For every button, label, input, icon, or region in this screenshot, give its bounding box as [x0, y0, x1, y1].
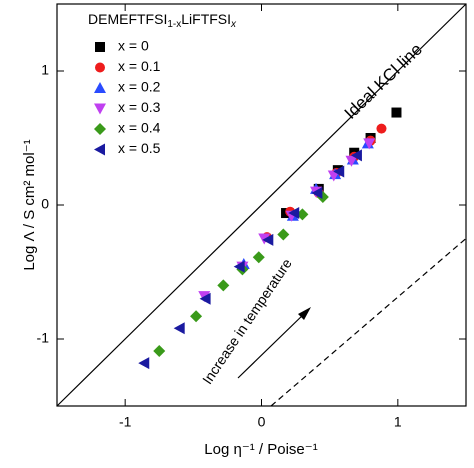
legend-title: DEMEFTFSI1-xLiFTFSIx: [88, 11, 237, 30]
y-axis-label: Log Λ / S cm² mol⁻¹: [21, 139, 38, 270]
legend-marker: [94, 82, 106, 93]
data-point: [333, 165, 345, 178]
data-point: [252, 251, 265, 264]
data-point: [190, 310, 203, 323]
reference-line: [270, 238, 467, 407]
legend-marker: [94, 123, 106, 135]
legend-label: x = 0.4: [118, 120, 161, 136]
data-point: [262, 233, 274, 246]
legend-marker: [95, 42, 105, 52]
line-label: Ideal KCl line: [341, 40, 426, 123]
legend-label: x = 0.5: [118, 140, 161, 156]
data-point: [376, 123, 387, 134]
data-point: [233, 260, 245, 273]
legend-title-part: LiFTFSI: [181, 11, 231, 27]
legend-marker: [94, 143, 105, 156]
data-point: [350, 149, 362, 162]
arrow-head: [298, 307, 311, 320]
y-tick-label: 1: [41, 62, 49, 78]
legend-title-sub: x: [230, 19, 237, 30]
y-tick-label: -1: [37, 330, 50, 346]
legend-title-sub: 1-x: [167, 19, 181, 30]
data-point: [138, 357, 150, 370]
legend-title-part: DEMEFTFSI: [88, 11, 167, 27]
legend-label: x = 0.2: [118, 79, 161, 95]
data-point: [296, 208, 309, 221]
legend-marker: [95, 62, 105, 73]
data-point: [277, 228, 290, 241]
data-point: [153, 345, 166, 358]
annotation: Increase in temperature: [199, 255, 295, 387]
data-point: [173, 322, 185, 335]
reference-line: [56, 3, 467, 407]
x-tick-label: 0: [258, 414, 266, 430]
x-tick-label: 1: [394, 414, 402, 430]
data-point: [391, 107, 402, 118]
data-point: [345, 155, 358, 167]
y-tick-label: 0: [41, 196, 49, 212]
data-point: [288, 207, 300, 220]
temperature-arrow: [237, 311, 307, 379]
x-axis-label: Log η⁻¹ / Poise⁻¹: [204, 441, 317, 458]
data-point: [199, 292, 211, 305]
legend-label: x = 0: [118, 38, 149, 54]
data-point: [311, 186, 323, 199]
data-point: [363, 138, 376, 150]
legend-marker: [94, 103, 106, 115]
legend-label: x = 0.1: [118, 58, 161, 74]
legend-label: x = 0.3: [118, 99, 161, 115]
x-tick-label: -1: [119, 414, 132, 430]
data-point: [217, 279, 230, 292]
